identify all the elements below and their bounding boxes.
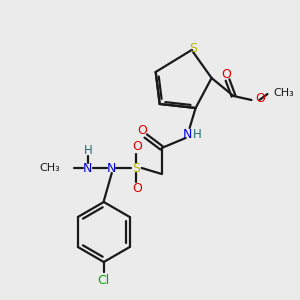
Text: N: N [183, 128, 192, 140]
Text: S: S [190, 43, 198, 56]
Text: H: H [83, 145, 92, 158]
Text: CH₃: CH₃ [39, 163, 60, 173]
Text: H: H [193, 128, 202, 140]
Text: N: N [83, 161, 92, 175]
Text: O: O [222, 68, 232, 80]
Text: O: O [132, 140, 142, 154]
Text: O: O [256, 92, 266, 106]
Text: O: O [132, 182, 142, 196]
Text: O: O [137, 124, 147, 137]
Text: N: N [107, 161, 116, 175]
Text: S: S [132, 161, 140, 175]
Text: Cl: Cl [98, 274, 110, 286]
Text: CH₃: CH₃ [274, 88, 294, 98]
